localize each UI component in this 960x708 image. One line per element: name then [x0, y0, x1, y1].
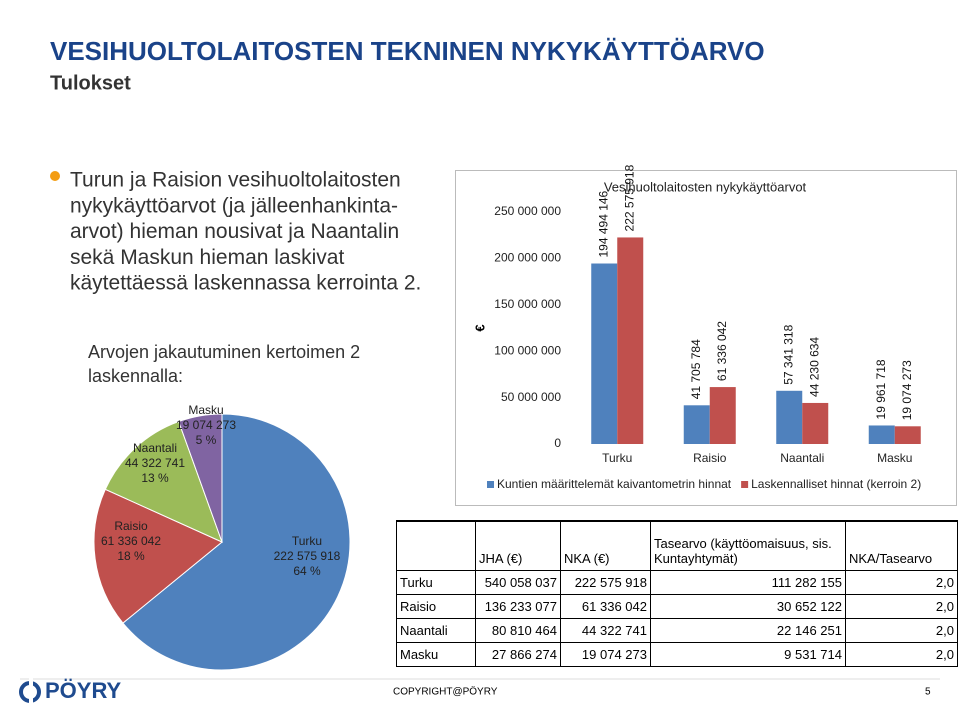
bar [591, 263, 618, 444]
page-number: 5 [925, 687, 931, 698]
legend-label: Kuntien määrittelemät kaivantometrin hin… [497, 477, 732, 491]
y-tick-label: 0 [554, 436, 561, 450]
logo-text: PÖYRY [45, 678, 122, 703]
table-cell: Masku [396, 642, 476, 667]
x-tick-label: Turku [602, 451, 632, 465]
y-tick-label: 100 000 000 [494, 343, 561, 357]
table-cell: 222 575 918 [560, 570, 651, 595]
header-cell: NKA (€) [560, 520, 651, 571]
table-cell: 27 866 274 [475, 642, 561, 667]
table-row: Naantali 80 810 464 44 322 741 22 146 251 2,… [396, 618, 958, 643]
bullet-line: Turun ja Raision vesihuoltolaitosten [70, 169, 401, 192]
table-cell: Turku [396, 570, 476, 595]
bar-value-label: 194 494 146 [596, 190, 610, 257]
header-cell: NKA/Tasearvo [845, 520, 958, 571]
pie-slice [178, 413, 223, 543]
slice-share: 5 % [196, 433, 217, 447]
bullet-line: käytettäessä laskennassa kerrointa 2. [70, 272, 421, 295]
x-tick-label: Raisio [693, 451, 727, 465]
slice-label: Masku [188, 403, 223, 417]
bar [802, 402, 829, 444]
slice-value: 222 575 918 [274, 549, 341, 563]
pie-slice [93, 488, 223, 624]
bar [868, 425, 895, 444]
table-row: Masku 27 866 274 19 074 273 9 531 714 2,0 [396, 642, 958, 667]
table-cell: 22 146 251 [650, 618, 846, 643]
table-cell: 30 652 122 [650, 594, 846, 619]
copyright: COPYRIGHT@PÖYRY [393, 686, 498, 698]
table-cell: 19 074 273 [560, 642, 651, 667]
table-cell: 44 322 741 [560, 618, 651, 643]
bar-value-label: 61 336 042 [715, 321, 729, 381]
pie-intro-line: Arvojen jakautuminen kertoimen 2 [88, 342, 360, 362]
legend-swatch [487, 481, 494, 488]
slice-value: 61 336 042 [101, 534, 161, 548]
table-cell: 540 058 037 [475, 570, 561, 595]
table-row: Turku 540 058 037 222 575 918 111 282 155 2,… [396, 570, 958, 595]
table-cell: Naantali [396, 618, 476, 643]
slice-label: Naantali [133, 441, 177, 455]
table-cell: Raisio [396, 594, 476, 619]
table-cell: 111 282 155 [650, 570, 846, 595]
pie-slice [122, 413, 351, 671]
header-row: JHA (€) NKA (€) Tasearvo (käyttöomaisuus, … [396, 520, 958, 571]
y-axis-label: € [472, 324, 487, 331]
pie-intro-line: laskennalla: [88, 366, 183, 386]
table-cell: 9 531 714 [650, 642, 846, 667]
table-cell: 80 810 464 [475, 618, 561, 643]
table-cell: 2,0 [845, 618, 958, 643]
header-cell: Tasearvo (käyttöomaisuus, sis. Kuntayhty… [650, 520, 846, 571]
bullet-line: nykykäyttöarvot (ja jälleenhankinta- [70, 194, 398, 217]
slice-share: 13 % [141, 471, 169, 485]
table-cell: 61 336 042 [560, 594, 651, 619]
bullet-line: arvot) hieman nousivat ja Naantalin [70, 220, 399, 243]
legend-swatch [741, 481, 749, 488]
subtitle: Tulokset [50, 72, 131, 94]
chart-title: Vesihuoltolaitosten nykykäyttöarvot [604, 179, 807, 194]
header-cell: JHA (€) [475, 520, 561, 571]
y-tick-label: 250 000 000 [494, 204, 561, 218]
pie-slice [104, 420, 223, 543]
table-cell: 2,0 [845, 594, 958, 619]
bar-value-label: 19 961 718 [874, 359, 888, 419]
table-row: Raisio 136 233 077 61 336 042 30 652 122 2,0 [396, 594, 958, 619]
bar-value-label: 222 575 918 [622, 164, 636, 231]
bullet-dot [50, 171, 60, 181]
slice-value: 44 322 741 [125, 456, 185, 470]
bullet-line: sekä Maskun hieman laskivat [70, 246, 344, 269]
title: VESIHUOLTOLAITOSTEN TEKNINEN NYKYKÄYTTÖA… [50, 36, 765, 66]
x-tick-label: Masku [877, 451, 912, 465]
bar [894, 426, 921, 444]
legend-label: Laskennalliset hinnat (kerroin 2) [751, 477, 921, 491]
bar [776, 390, 803, 444]
slice-share: 64 % [293, 564, 321, 578]
logo-mark [19, 678, 41, 706]
bar [683, 405, 710, 444]
slice-label: Raisio [114, 519, 148, 533]
slice-value: 19 074 273 [176, 418, 236, 432]
slice-share: 18 % [117, 549, 145, 563]
bar [617, 237, 644, 444]
table-cell: 2,0 [845, 642, 958, 667]
slice-label: Turku [292, 534, 322, 548]
y-tick-label: 200 000 000 [494, 251, 561, 265]
bar-value-label: 57 341 318 [781, 324, 795, 384]
bar-value-label: 19 074 273 [900, 360, 914, 420]
table-cell: 136 233 077 [475, 594, 561, 619]
y-tick-label: 50 000 000 [501, 390, 561, 404]
header-cell [396, 520, 476, 571]
bar-value-label: 44 230 634 [807, 337, 821, 397]
bar-value-label: 41 705 784 [689, 339, 703, 399]
table-cell: 2,0 [845, 570, 958, 595]
y-tick-label: 150 000 000 [494, 297, 561, 311]
bar [709, 387, 736, 444]
chart-frame [455, 170, 957, 506]
data-table: JHA (€) NKA (€) Tasearvo (käyttöomaisuus, … [396, 520, 958, 667]
x-tick-label: Naantali [780, 451, 824, 465]
